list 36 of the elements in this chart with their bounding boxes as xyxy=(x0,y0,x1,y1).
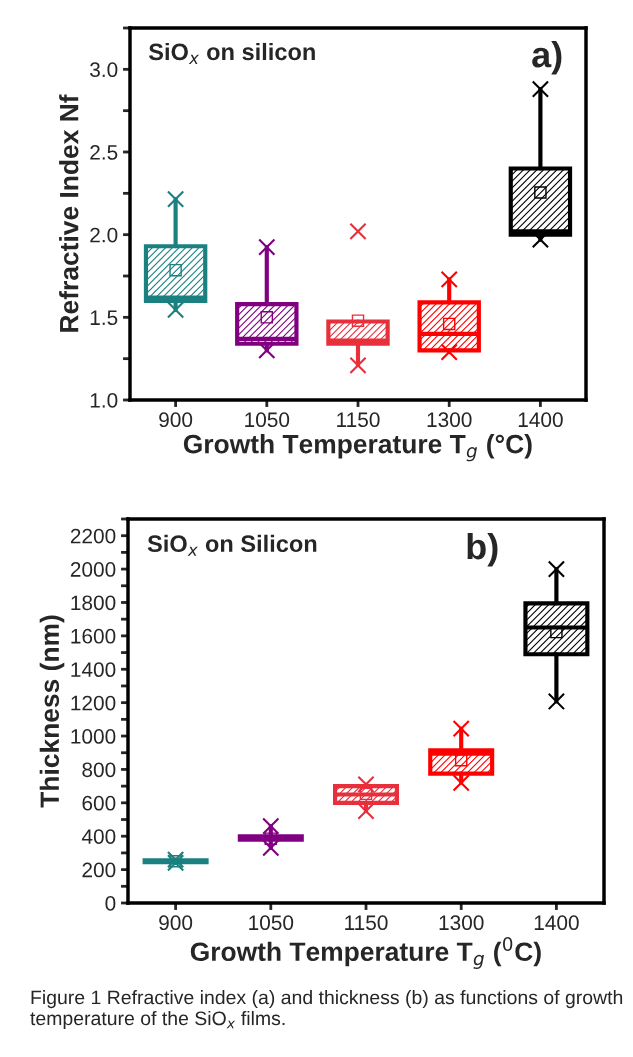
x-tick-label: 1300 xyxy=(427,412,472,428)
y-tick-label: 1.5 xyxy=(90,310,118,326)
y-tick-label: 1.0 xyxy=(90,393,118,408)
y-tick-label: 200 xyxy=(82,862,116,878)
annotation: a) xyxy=(532,40,562,75)
annotation: SiO$_{x}$ on Silicon xyxy=(147,534,317,556)
y-axis-title: Refractive Index Nf xyxy=(59,94,79,332)
y-tick-label: 800 xyxy=(82,762,116,778)
x-tick-label: 1050 xyxy=(245,412,290,428)
y-tick-label: 1000 xyxy=(71,729,116,744)
y-tick-label: 2000 xyxy=(70,562,116,577)
caption: Figure 1 Refractive index (a) and thickness (b) as functions of growth temperature of the SiO$_{x}$ films. xyxy=(30,990,623,1030)
y-tick-label: 3.0 xyxy=(90,62,118,78)
y-tick-label: 600 xyxy=(82,795,116,811)
annotation: b) xyxy=(467,532,498,567)
y-tick-label: 1400 xyxy=(71,662,116,678)
y-tick-label: 2200 xyxy=(70,528,116,544)
x-tick-label: 900 xyxy=(159,915,193,931)
x-tick-label: 1150 xyxy=(337,412,380,428)
annotation: SiO$_{x}$ on silicon xyxy=(148,42,315,64)
y-tick-label: 1800 xyxy=(71,595,116,611)
x-tick-label: 1150 xyxy=(345,915,388,931)
x-tick-label: 900 xyxy=(159,412,193,428)
y-axis-title: Thickness (nm) xyxy=(39,615,65,808)
y-tick-label: 2.5 xyxy=(90,145,118,160)
x-tick-label: 1400 xyxy=(518,412,563,428)
x-tick-label: 1400 xyxy=(534,915,579,931)
y-tick-label: 2.0 xyxy=(90,227,118,243)
y-tick-label: 0 xyxy=(105,896,116,911)
y-tick-label: 1200 xyxy=(71,695,116,711)
x-axis-title: Growth Temperature T$_{g}$ ($^{0}$C) xyxy=(190,937,541,969)
y-tick-label: 400 xyxy=(81,829,116,844)
y-tick-label: 1600 xyxy=(71,628,116,644)
x-axis-title: Growth Temperature T$_{g}$ (°C) xyxy=(183,434,532,462)
x-tick-label: 1300 xyxy=(439,915,484,931)
x-tick-label: 1050 xyxy=(249,915,294,931)
